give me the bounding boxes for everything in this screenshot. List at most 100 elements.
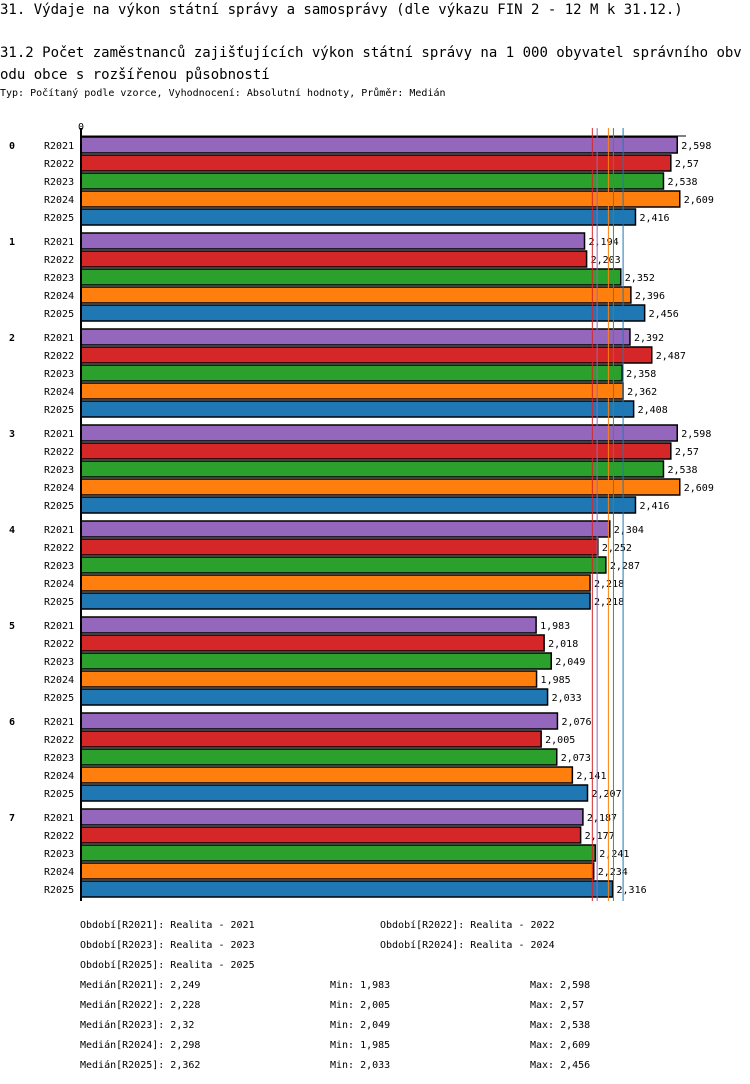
bar [80,844,597,862]
series-label: R2022 [44,639,74,650]
data-label: 2,487 [656,351,686,362]
legend-period-r2022: Období[R2022]: Realita - 2022 [380,920,555,931]
data-label: 2,203 [591,255,621,266]
bar [80,652,552,670]
data-label: 2,316 [617,885,647,896]
bar [80,400,635,418]
legend-min-0: Min: 1,983 [330,980,391,991]
series-label: R2021 [44,813,74,824]
series-label: R2021 [44,621,74,632]
data-label: 2,598 [681,429,711,440]
data-label: 2,408 [638,405,668,416]
data-label: 2,234 [598,867,628,878]
data-label: 2,141 [576,771,606,782]
bar [80,556,607,574]
data-label: 2,538 [667,177,697,188]
bar [80,304,646,322]
axis-zero-label: 0 [78,122,84,133]
bar [80,862,595,880]
bar [80,634,545,652]
series-label: R2022 [44,159,74,170]
bar [80,592,591,610]
series-label: R2022 [44,447,74,458]
series-label: R2023 [44,177,74,188]
series-label: R2025 [44,597,74,608]
series-label: R2022 [44,831,74,842]
bar [80,826,582,844]
series-label: R2024 [44,387,74,398]
bar [80,208,637,226]
bar [80,730,542,748]
series-label: R2025 [44,501,74,512]
series-label: R2023 [44,369,74,380]
data-label: 2,252 [602,543,632,554]
bar [80,190,681,208]
series-label: R2023 [44,465,74,476]
legend-max-4: Max: 2,456 [530,1060,591,1071]
group-label: 1 [9,237,15,248]
legend-min-1: Min: 2,005 [330,1000,391,1011]
bar [80,766,574,784]
data-label: 2,033 [552,693,582,704]
bar [80,712,559,730]
series-label: R2022 [44,543,74,554]
chart-subtitle: 31.2 Počet zaměstnanců zajišťujících výk… [0,45,742,83]
bar [80,880,614,898]
data-label: 2,358 [626,369,656,380]
data-label: 2,177 [585,831,615,842]
bar [80,616,537,634]
legend-min-2: Min: 2,049 [330,1020,391,1031]
data-label: 2,018 [548,639,578,650]
series-label: R2021 [44,141,74,152]
data-label: 2,287 [610,561,640,572]
series-label: R2022 [44,735,74,746]
data-label: 2,57 [675,159,699,170]
data-label: 2,073 [561,753,591,764]
data-label: 2,392 [634,333,664,344]
series-label: R2023 [44,753,74,764]
group-label: 4 [9,525,15,536]
data-label: 2,538 [667,465,697,476]
group-label: 5 [9,621,15,632]
bar [80,172,665,190]
data-label: 2,218 [594,579,624,590]
legend-min-3: Min: 1,985 [330,1040,391,1051]
bar [80,232,586,250]
data-label: 1,983 [540,621,570,632]
series-label: R2023 [44,849,74,860]
data-label: 2,396 [635,291,665,302]
chart-info: Typ: Počítaný podle vzorce, Vyhodnocení:… [0,88,446,99]
series-label: R2025 [44,405,74,416]
data-label: 2,598 [681,141,711,152]
legend-max-3: Max: 2,609 [530,1040,591,1051]
series-label: R2024 [44,483,74,494]
page-title: 31. Výdaje na výkon státní správy a samo… [0,2,683,18]
series-label: R2022 [44,255,74,266]
legend-max-2: Max: 2,538 [530,1020,591,1031]
series-label: R2023 [44,657,74,668]
legend-period-r2023: Období[R2023]: Realita - 2023 [80,940,255,951]
legend-period-r2024: Období[R2024]: Realita - 2024 [380,940,555,951]
data-label: 2,241 [599,849,629,860]
series-label: R2025 [44,309,74,320]
series-label: R2024 [44,291,74,302]
data-label: 2,352 [625,273,655,284]
series-label: R2023 [44,273,74,284]
bar [80,460,665,478]
data-label: 1,985 [541,675,571,686]
data-label: 2,456 [649,309,679,320]
data-label: 2,416 [639,501,669,512]
legend-min-4: Min: 2,033 [330,1060,391,1071]
data-label: 2,609 [684,483,714,494]
series-label: R2022 [44,351,74,362]
legend-period-r2025: Období[R2025]: Realita - 2025 [80,960,255,971]
data-label: 2,57 [675,447,699,458]
legend-period-r2021: Období[R2021]: Realita - 2021 [80,920,255,931]
data-label: 2,362 [627,387,657,398]
bar [80,496,637,514]
bar [80,538,599,556]
bar [80,520,611,538]
legend-median-3: Medián[R2024]: 2,298 [80,1040,201,1051]
legend-max-1: Max: 2,57 [530,1000,585,1011]
bar [80,250,588,268]
